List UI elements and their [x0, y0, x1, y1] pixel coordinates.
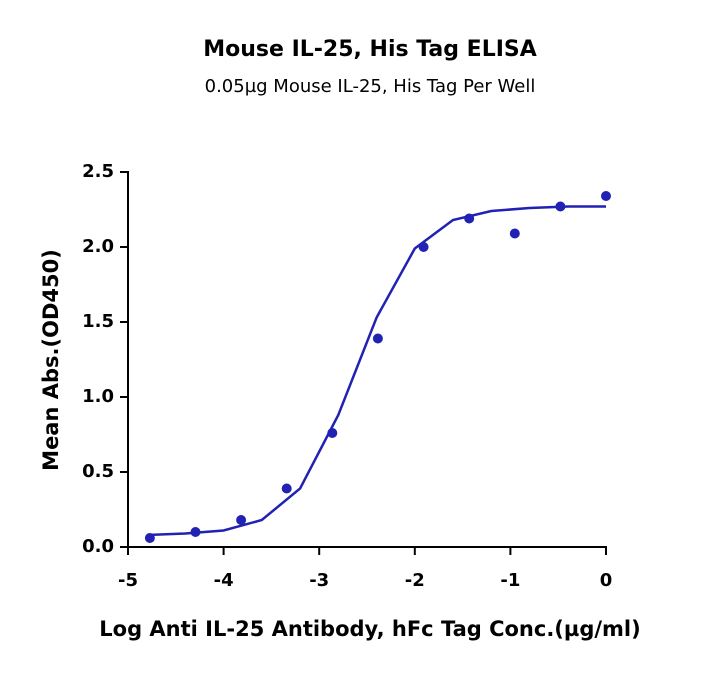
data-point: [190, 527, 201, 537]
data-point: [144, 533, 155, 543]
data-point: [601, 191, 611, 201]
data-point: [236, 515, 247, 525]
chart-title: Mouse IL-25, His Tag ELISA: [203, 37, 537, 62]
y-tick-label: 0.0: [82, 536, 114, 557]
x-tick-label: -4: [214, 570, 234, 591]
x-tick-label: 0: [600, 570, 613, 591]
data-point: [555, 201, 566, 212]
chart-subtitle: 0.05µg Mouse IL-25, His Tag Per Well: [205, 76, 536, 97]
data-point: [418, 242, 429, 252]
y-tick-label: 1.5: [82, 311, 114, 332]
data-point: [327, 428, 338, 438]
data-point: [281, 483, 292, 494]
y-tick-label: 1.0: [82, 386, 114, 407]
y-tick-label: 2.5: [82, 161, 114, 182]
y-axis-title: Mean Abs.(OD450): [39, 249, 63, 471]
y-tick-label: 2.0: [82, 236, 114, 257]
y-tick-label: 0.5: [82, 461, 114, 482]
x-tick-label: -2: [405, 570, 425, 591]
data-point: [509, 228, 520, 239]
x-tick-label: -3: [309, 570, 329, 591]
data-point: [464, 213, 475, 224]
x-tick-label: -1: [500, 570, 520, 591]
x-tick-label: -5: [118, 570, 138, 591]
x-axis-title: Log Anti IL-25 Antibody, hFc Tag Conc.(µ…: [99, 617, 640, 641]
fit-curve: [147, 205, 606, 537]
data-point: [372, 333, 383, 344]
